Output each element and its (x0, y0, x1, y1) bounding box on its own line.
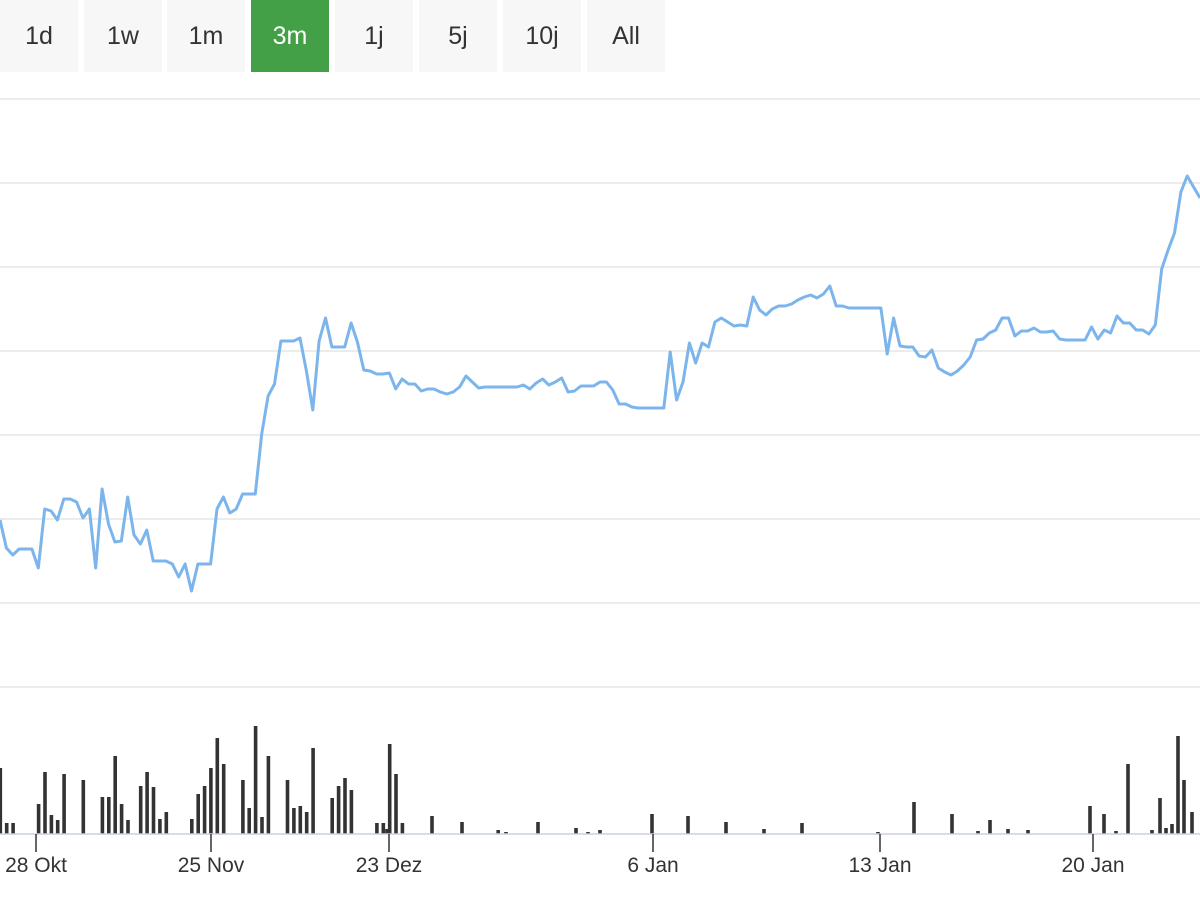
volume-bar (260, 817, 264, 834)
volume-bar (113, 756, 117, 834)
volume-bar (1158, 798, 1162, 834)
volume-bar (158, 819, 162, 834)
volume-bar (650, 814, 654, 834)
range-button-1w[interactable]: 1w (84, 0, 162, 72)
volume-bar (1006, 829, 1010, 834)
series-line (0, 174, 1200, 593)
volume-bar (196, 794, 200, 834)
range-button-all[interactable]: All (587, 0, 665, 72)
range-button-3m[interactable]: 3m (251, 0, 329, 72)
volume-bar (536, 822, 540, 834)
volume-bar (586, 832, 590, 834)
range-button-10j[interactable]: 10j (503, 0, 581, 72)
volume-bar (49, 815, 54, 834)
volume-bar (1126, 764, 1130, 834)
volume-bar (36, 804, 41, 834)
volume-bar (349, 790, 354, 834)
volume-bar (394, 774, 398, 834)
volume-bar (1088, 806, 1092, 834)
volume-bar (253, 726, 258, 834)
volume-bar (304, 812, 309, 834)
volume-bar (202, 786, 207, 834)
volume-bar (241, 780, 245, 834)
volume-bar (1114, 831, 1118, 834)
volume-bar (330, 798, 334, 834)
volume-bar (107, 797, 111, 834)
range-button-1d[interactable]: 1d (0, 0, 78, 72)
x-axis-ticks: 28 Okt 25 Nov 23 Dez 6 Jan 13 Jan 20 Jan (5, 834, 1125, 877)
volume-bar (292, 808, 296, 834)
volume-bar (215, 738, 220, 834)
volume-bar (1164, 828, 1168, 834)
volume-bar (950, 814, 954, 834)
volume-bar (247, 808, 251, 834)
volume-bar (800, 823, 804, 834)
x-tick-label: 13 Jan (848, 854, 911, 877)
x-tick-label: 28 Okt (5, 854, 67, 877)
volume-bar (343, 778, 347, 834)
volume-bar (574, 828, 578, 834)
volume-bar (1026, 830, 1030, 834)
volume-bar (1182, 780, 1186, 834)
volume-bar (145, 772, 149, 834)
volume-bar (375, 823, 379, 834)
volume-bar (43, 772, 47, 834)
volume-bars (0, 726, 1194, 834)
volume-bar (4, 823, 9, 834)
volume-bar (62, 774, 66, 834)
volume-bar (724, 822, 728, 834)
range-button-1m[interactable]: 1m (167, 0, 245, 72)
volume-bar (762, 829, 766, 834)
volume-bar (496, 830, 500, 834)
volume-bar (190, 819, 194, 834)
volume-bar (266, 756, 271, 834)
x-tick-label: 25 Nov (178, 854, 245, 877)
volume-bar (976, 831, 980, 834)
volume-bar (151, 787, 156, 834)
volume-bar (138, 786, 143, 834)
volume-bar (0, 768, 3, 834)
volume-bar (285, 780, 290, 834)
volume-bar (504, 832, 508, 834)
volume-bar (1150, 830, 1154, 834)
x-tick-label: 6 Jan (627, 854, 678, 877)
volume-bar (460, 822, 464, 834)
volume-bar (1102, 814, 1106, 834)
volume-bar (1190, 812, 1194, 834)
volume-bar (912, 802, 916, 834)
volume-bar (81, 780, 86, 834)
volume-bar (430, 816, 434, 834)
range-button-5j[interactable]: 5j (419, 0, 497, 72)
volume-bar (385, 829, 389, 834)
x-tick-label: 20 Jan (1061, 854, 1124, 877)
volume-bar (598, 830, 602, 834)
volume-bar (876, 832, 880, 834)
volume-bar (221, 764, 226, 834)
volume-bar (164, 812, 169, 834)
volume-bar (298, 806, 303, 834)
volume-bar (119, 804, 124, 834)
volume-bar (336, 786, 341, 834)
volume-bar (988, 820, 992, 834)
volume-bar (126, 820, 130, 834)
grid-lines (0, 98, 1200, 688)
volume-bar (1176, 736, 1180, 834)
volume-bar (387, 744, 392, 834)
x-tick-label: 23 Dez (356, 854, 423, 877)
volume-bar (11, 823, 15, 834)
volume-bar (209, 768, 213, 834)
volume-bar (1170, 824, 1174, 834)
volume-bar (55, 820, 60, 834)
volume-bar (400, 823, 405, 834)
volume-bar (100, 797, 105, 834)
volume-bar (686, 816, 690, 834)
range-button-1j[interactable]: 1j (335, 0, 413, 72)
volume-bar (311, 748, 315, 834)
volume-bar (381, 823, 386, 834)
